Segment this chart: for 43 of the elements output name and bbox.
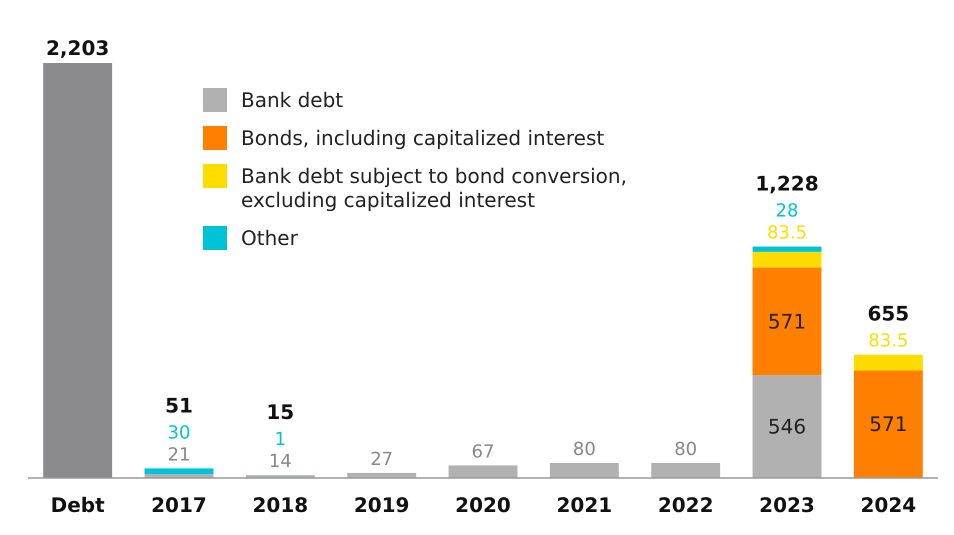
bar [752,268,822,376]
data-label: 30 [168,422,190,444]
data-label: 21 [168,444,190,466]
data-label: 67 [472,441,494,462]
x-tick-label: 2023 [759,493,815,517]
bar [752,246,822,252]
bar [651,462,720,478]
legend-label: Bank debt subject to bond conversion, excluding capitalized interest [241,164,627,212]
legend-label: Bonds, including capitalized interest [241,126,604,150]
data-label: 546 [768,414,806,439]
x-tick-label: 2020 [455,493,511,517]
x-tick-label: 2018 [252,493,308,517]
total-label: 51 [165,393,193,418]
total-label: 1,228 [755,172,819,196]
x-tick-label: 2019 [354,493,410,517]
data-label: 571 [869,412,908,436]
x-tick-label: 2022 [658,493,714,517]
bar [854,370,923,478]
bar [43,63,112,478]
x-tick-label: 2017 [151,493,207,517]
data-label: 83.5 [766,222,808,244]
total-label: 15 [266,400,294,424]
data-label: 28 [776,200,798,222]
bar [550,462,619,478]
bar [854,354,923,370]
data-label: 83.5 [868,330,908,352]
x-tick-label: 2024 [860,493,916,517]
bar [144,468,214,474]
data-label: 14 [268,451,292,472]
data-label: 80 [674,438,698,460]
data-label: 27 [370,448,394,470]
x-tick-label: Debt [50,493,106,517]
data-label: 571 [768,309,806,334]
bar [752,375,822,478]
total-label: 655 [867,302,910,326]
total-label: 2,203 [46,36,110,60]
data-label: 1 [274,429,286,450]
legend-label: Bank debt [241,88,344,112]
x-tick-label: 2021 [556,493,612,517]
legend-label: Other [241,226,299,250]
bar [752,252,822,268]
data-label: 80 [572,438,596,460]
bar [448,465,518,478]
